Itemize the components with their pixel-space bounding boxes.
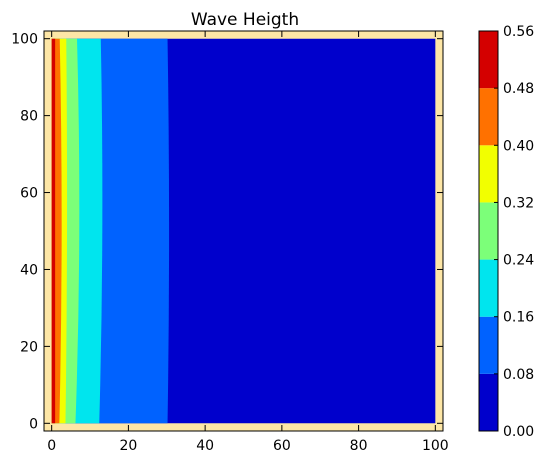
- x-tick-label: 80: [350, 438, 368, 454]
- x-axis: 0 20 40 60 80 100: [47, 31, 449, 454]
- colorbar-tick-label: 0.00: [503, 424, 534, 440]
- x-tick-label: 20: [119, 438, 137, 454]
- y-tick-label: 0: [29, 416, 38, 432]
- colorbar-tick-label: 0.16: [503, 310, 534, 326]
- colorbar-segment: [479, 316, 498, 374]
- colorbar-segment: [479, 202, 498, 260]
- contour-plot: [43, 30, 444, 432]
- x-tick-label: 40: [196, 438, 214, 454]
- colorbar-tick-label: 0.08: [503, 367, 534, 383]
- y-tick-label: 20: [20, 339, 38, 355]
- x-tick-label: 0: [47, 438, 56, 454]
- plot-frame: [43, 30, 444, 432]
- colorbar-frame: [478, 30, 499, 432]
- colorbar-tick-label: 0.48: [503, 81, 534, 97]
- colorbar-tick-label: 0.24: [503, 253, 534, 269]
- y-tick-label: 100: [11, 32, 38, 48]
- x-tick-label: 60: [273, 438, 291, 454]
- colorbar-segment: [479, 373, 498, 431]
- colorbar-segment: [479, 88, 498, 146]
- y-tick-label: 80: [20, 109, 38, 125]
- y-tick-label: 40: [20, 262, 38, 278]
- y-axis: 0 20 40 60 80 100: [11, 32, 443, 432]
- colorbar: 0.00 0.08 0.16 0.24 0.32 0.40 0.48 0.56: [478, 24, 534, 440]
- colorbar-tick-label: 0.40: [503, 138, 534, 154]
- colorbar-segment: [479, 259, 498, 317]
- contour-band-0.48-0.56: [51, 38, 56, 424]
- x-tick-label: 100: [422, 438, 449, 454]
- chart-title: Wave Heigth: [191, 10, 299, 30]
- y-tick-label: 60: [20, 186, 38, 202]
- colorbar-tick-label: 0.56: [503, 24, 534, 40]
- colorbar-segment: [479, 145, 498, 203]
- colorbar-tick-label: 0.32: [503, 195, 534, 211]
- colorbar-segment: [479, 31, 498, 89]
